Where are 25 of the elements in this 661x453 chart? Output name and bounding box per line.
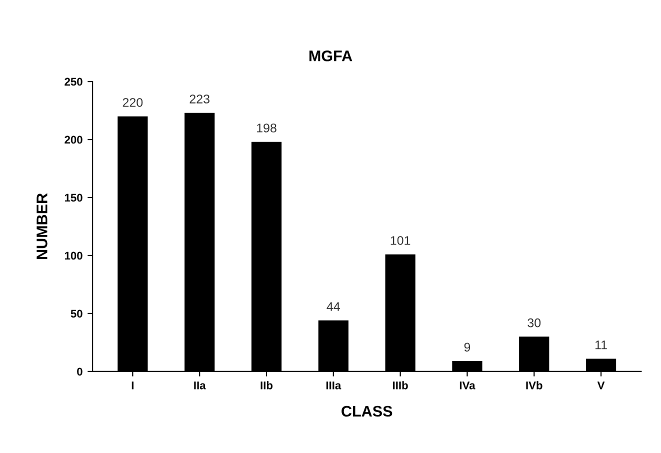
data-label: 223 [190,94,210,104]
x-tick-label: IIa [194,382,206,390]
y-tick-label: 150 [64,194,82,202]
y-axis-title: NUMBER [36,193,48,260]
y-tick-label: 0 [77,368,82,376]
y-tick-label: 200 [64,136,82,144]
data-label: 220 [122,98,143,107]
data-label: 11 [595,340,607,350]
y-tick-label: 100 [64,252,82,260]
x-tick-label: IVa [460,382,476,390]
data-label: 198 [257,124,276,132]
x-tick-label: IIb [260,381,273,390]
data-label: 44 [326,302,340,311]
x-tick-label: V [597,382,605,390]
x-tick-label: IIIb [393,381,408,390]
x-tick-label: I [132,382,134,390]
x-axis-title: CLASS [342,406,392,417]
x-tick-label: IIIa [326,382,342,390]
data-label: 9 [464,342,470,352]
x-tick-label: IVb [526,381,542,390]
data-label: 101 [390,236,410,245]
y-tick-label: 250 [64,78,82,86]
data-label: 30 [528,318,541,328]
chart-title: MGFA [309,50,352,62]
y-tick-label: 50 [70,310,82,318]
